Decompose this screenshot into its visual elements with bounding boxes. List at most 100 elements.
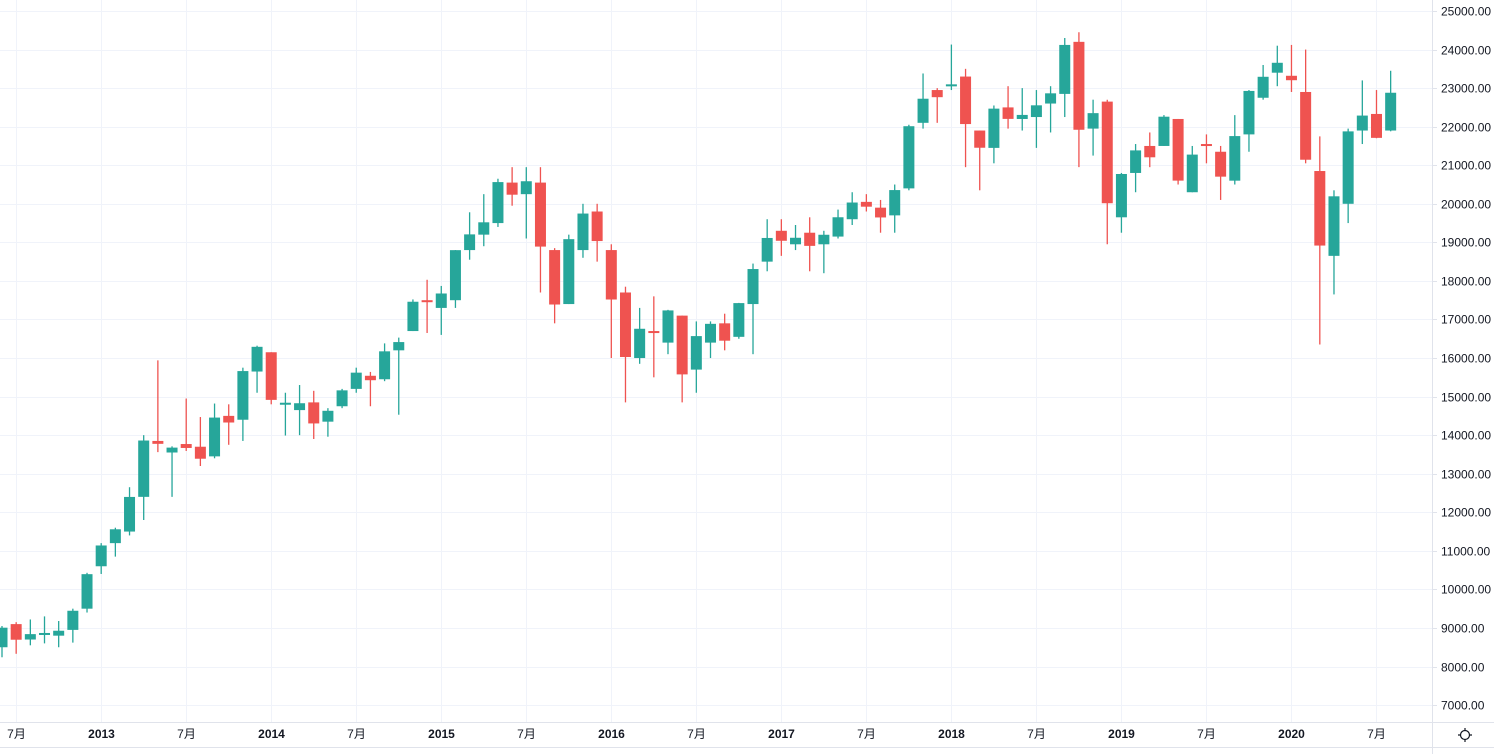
- candle-body: [1243, 90, 1255, 135]
- x-tick-label: 2020: [1278, 727, 1305, 741]
- candle-up: [53, 621, 65, 648]
- x-tick-label: 7月: [177, 727, 196, 741]
- candle-body: [322, 410, 334, 422]
- settings-button[interactable]: [1454, 724, 1476, 746]
- x-tick-label: 7月: [1367, 727, 1386, 741]
- candle-up: [67, 608, 79, 643]
- y-tick-label: 20000.00: [1441, 198, 1491, 212]
- candle-body: [1158, 116, 1170, 146]
- y-tick-label: 16000.00: [1441, 352, 1491, 366]
- candle-down: [1002, 86, 1014, 129]
- candle-body: [676, 315, 688, 375]
- candle-down: [605, 244, 617, 359]
- y-tick-label: 9000.00: [1441, 622, 1485, 636]
- candle-body: [974, 130, 986, 148]
- candle-down: [591, 203, 603, 262]
- candle-body: [1045, 93, 1057, 104]
- candle-up: [1342, 128, 1354, 224]
- y-tick-label: 23000.00: [1441, 82, 1491, 96]
- candle-body: [903, 126, 915, 189]
- candle-body: [350, 372, 362, 389]
- time-axis[interactable]: 7月 2013 7月 2014 7月 2015 7月 2016 7月 2017 7月 2018 7月 20…: [7, 727, 1386, 741]
- x-tick-label: 2017: [768, 727, 795, 741]
- candle-up: [846, 192, 858, 226]
- candle-up: [1271, 45, 1283, 87]
- candle-up: [733, 302, 745, 339]
- candle-body: [832, 217, 844, 237]
- candle-up: [449, 250, 461, 308]
- candle-body: [860, 201, 872, 207]
- candle-down: [719, 313, 731, 351]
- candle-up: [903, 124, 915, 191]
- candle-down: [960, 68, 972, 168]
- candle-down: [364, 371, 376, 407]
- y-tick-label: 15000.00: [1441, 391, 1491, 405]
- candle-body: [1285, 75, 1297, 81]
- candle-body: [152, 440, 164, 444]
- candle-body: [549, 250, 561, 305]
- y-tick-label: 18000.00: [1441, 275, 1491, 289]
- candle-body: [648, 331, 660, 334]
- candle-down: [619, 286, 631, 403]
- candle-up: [251, 345, 263, 393]
- candle-up: [1257, 64, 1269, 100]
- candle-body: [435, 293, 447, 308]
- candle-body: [1186, 154, 1198, 193]
- candle-body: [237, 371, 249, 420]
- candle-body: [534, 182, 546, 247]
- candle-body: [945, 84, 957, 87]
- candle-up: [279, 392, 291, 436]
- candle-up: [1115, 172, 1127, 233]
- candle-up: [690, 321, 702, 393]
- candle-body: [747, 269, 759, 305]
- candle-body: [53, 630, 65, 636]
- candle-body: [1073, 41, 1085, 130]
- candle-up: [81, 572, 93, 613]
- candle-up: [109, 527, 121, 557]
- candle-down: [549, 248, 561, 324]
- candle-up: [1356, 80, 1368, 145]
- y-tick-label: 10000.00: [1441, 583, 1491, 597]
- candle-body: [39, 632, 51, 635]
- candle-body: [166, 447, 178, 453]
- candle-down: [180, 398, 192, 451]
- candle-body: [775, 230, 787, 241]
- candle-up: [988, 105, 1000, 164]
- candle-body: [279, 402, 291, 405]
- y-tick-label: 24000.00: [1441, 44, 1491, 58]
- candle-body: [449, 250, 461, 301]
- candle-body: [421, 300, 433, 303]
- candle-up: [1158, 115, 1170, 146]
- candle-down: [1073, 32, 1085, 168]
- candle-body: [1200, 144, 1212, 147]
- candle-down: [1370, 90, 1382, 139]
- candle-down: [223, 404, 235, 445]
- y-tick-label: 7000.00: [1441, 699, 1485, 713]
- candle-body: [1030, 105, 1042, 118]
- y-tick-label: 11000.00: [1441, 545, 1490, 559]
- candle-body: [1130, 150, 1142, 173]
- y-tick-label: 19000.00: [1441, 236, 1491, 250]
- candle-down: [1144, 132, 1156, 168]
- candle-down: [804, 217, 816, 272]
- candle-up: [705, 321, 716, 359]
- candle-body: [67, 610, 79, 630]
- candle-down: [534, 167, 546, 293]
- x-tick-label: 7月: [517, 727, 536, 741]
- candle-up: [0, 626, 8, 658]
- candle-body: [1087, 113, 1099, 129]
- y-tick-label: 13000.00: [1441, 468, 1491, 482]
- price-axis[interactable]: 25000.00 24000.00 23000.00 22000.00 21000.00…: [1432, 5, 1491, 713]
- x-tick-label: 7月: [1027, 727, 1046, 741]
- candle-body: [1101, 101, 1113, 204]
- candle-up: [350, 367, 362, 393]
- candle-down: [421, 279, 433, 333]
- candle-body: [95, 545, 107, 567]
- candle-body: [662, 310, 674, 343]
- candle-body: [1002, 107, 1014, 119]
- candle-body: [1229, 136, 1241, 181]
- candle-up: [393, 337, 405, 415]
- candle-body: [1016, 114, 1028, 119]
- candle-up: [1045, 86, 1057, 133]
